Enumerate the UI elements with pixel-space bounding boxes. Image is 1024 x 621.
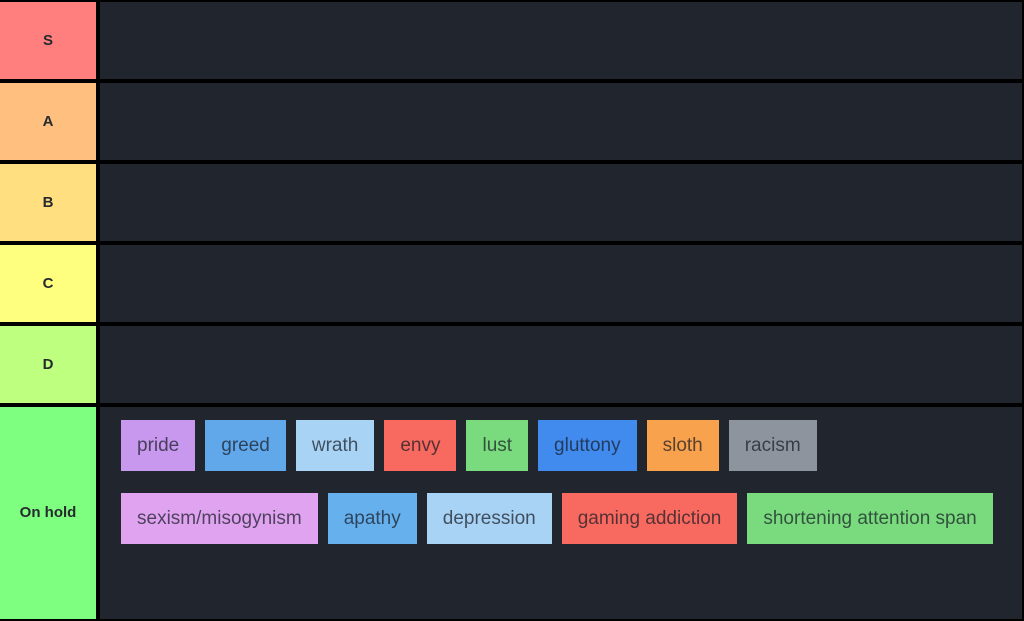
tier-item[interactable]: shortening attention span [747, 493, 993, 544]
tier-item[interactable]: depression [426, 493, 552, 544]
tier-label-b[interactable]: B [0, 164, 100, 241]
tier-dropzone-a[interactable] [100, 83, 1022, 160]
tier-item[interactable]: pride [121, 420, 196, 471]
tier-dropzone-s[interactable] [100, 2, 1022, 79]
tier-row-a: A [0, 83, 1022, 164]
tier-row-on-hold: On hold pride greed wrath envy lust gluttony sl… [0, 407, 1022, 619]
tier-item[interactable]: gluttony [538, 420, 637, 471]
tier-row-d: D [0, 326, 1022, 407]
tier-label-d[interactable]: D [0, 326, 100, 403]
tier-label-on-hold[interactable]: On hold [0, 407, 100, 619]
tier-item[interactable]: envy [384, 420, 457, 471]
tier-item[interactable]: gaming addiction [561, 493, 738, 544]
tier-item[interactable]: sloth [646, 420, 719, 471]
tier-label-s[interactable]: S [0, 2, 100, 79]
tier-dropzone-c[interactable] [100, 245, 1022, 322]
tier-row-c: C [0, 245, 1022, 326]
tier-item[interactable]: racism [728, 420, 817, 471]
tier-dropzone-on-hold[interactable]: pride greed wrath envy lust gluttony sloth raci… [100, 407, 1022, 619]
tier-label-a[interactable]: A [0, 83, 100, 160]
tier-dropzone-b[interactable] [100, 164, 1022, 241]
tier-dropzone-d[interactable] [100, 326, 1022, 403]
tier-item[interactable]: lust [466, 420, 529, 471]
tier-row-s: S [0, 2, 1022, 83]
tier-item[interactable]: greed [205, 420, 286, 471]
tier-row-b: B [0, 164, 1022, 245]
tier-label-c[interactable]: C [0, 245, 100, 322]
tier-item[interactable]: sexism/misogynism [121, 493, 318, 544]
tier-item[interactable]: wrath [295, 420, 375, 471]
tier-item[interactable]: apathy [327, 493, 417, 544]
